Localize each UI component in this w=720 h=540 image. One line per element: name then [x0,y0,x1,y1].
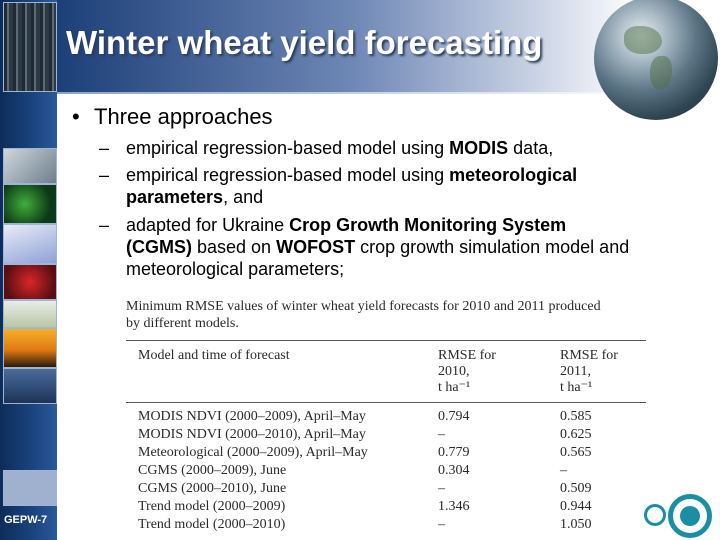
sub-bullet-line: (CGMS) based on WOFOST crop growth simul… [126,237,630,257]
sub-bullet-line: meteorological parameters; [126,259,345,279]
header-rmse-2011: RMSE for 2011, t ha⁻¹ [560,348,618,395]
sidebar-thumbnail-1 [3,2,57,92]
sub-bullet-line: empirical regression-based model using M… [126,138,554,158]
bullet-dot: • [72,104,80,129]
table-row: CGMS (2000–2010), June –0.509 [138,481,592,496]
globe-image [594,0,718,120]
sidebar-thumbnail-4 [3,224,57,264]
dash: – [99,215,110,235]
logo-dot [680,506,700,526]
sidebar-thumbnail-6 [3,300,57,328]
slide-title: Winter wheat yield forecasting [66,24,543,61]
sub-bullet-line: adapted for Ukraine Crop Growth Monitori… [126,215,567,235]
dash: – [99,138,110,158]
table-row: Trend model (2000–2010) –1.050 [138,517,592,532]
left-sidebar [0,0,57,540]
logo-ring-small [644,504,666,526]
sidebar-thumbnail-2 [3,148,57,184]
sidebar-thumbnail-3 [3,184,57,224]
title-underline [57,92,720,94]
header-model: Model and time of forecast [138,348,290,363]
sidebar-logo-thumbnail [3,470,57,506]
table-row: MODIS NDVI (2000–2010), April–May –0.625 [138,427,592,442]
globe-landmass [650,56,672,90]
table-row: Trend model (2000–2009) 1.346 0.944 [138,499,592,514]
header-rmse-2010: RMSE for 2010, t ha⁻¹ [438,348,496,395]
sub-bullet-line: empirical regression-based model using m… [126,165,578,185]
sub-bullet-line: parameters, and [126,187,264,207]
table-header-rule [126,402,646,403]
table-row: Meteorological (2000–2009), April–May 0.7… [138,445,592,460]
rmse-table: Minimum RMSE values of winter wheat yiel… [126,298,646,534]
sidebar-thumbnail-5 [3,264,57,300]
main-bullet: • Three approaches [72,104,273,130]
sidebar-thumbnail-7 [3,328,57,368]
table-row: MODIS NDVI (2000–2009), April–May 0.794 0.… [138,409,592,424]
globe-landmass [624,26,662,54]
table-caption: Minimum RMSE values of winter wheat yiel… [126,299,601,331]
dash: – [99,165,110,185]
sidebar-thumbnail-8 [3,368,57,404]
logo-ring-large [668,494,712,538]
main-bullet-text: Three approaches [94,104,273,129]
table-row: CGMS (2000–2009), June 0.304– [138,463,567,478]
table-top-rule [126,340,646,341]
footer-label: GEPW-7 [4,514,48,526]
